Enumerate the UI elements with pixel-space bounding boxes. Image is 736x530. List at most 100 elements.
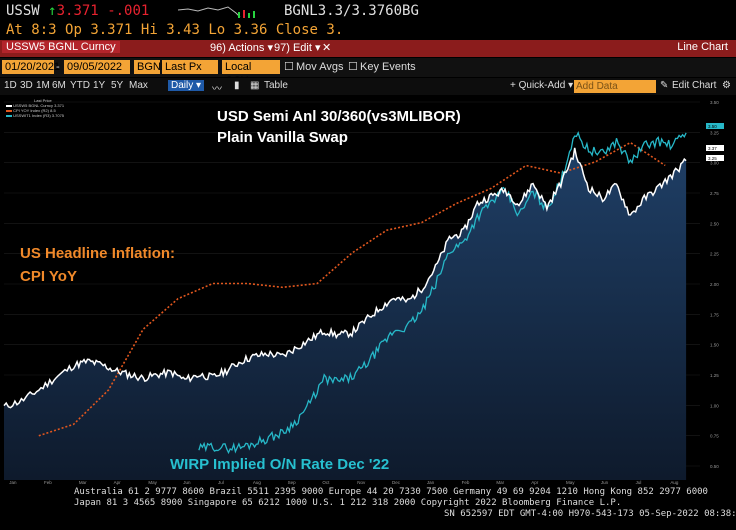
ticker-row-top: USSW ↑3.371 -.001 BGNL3.3/3.3760BG bbox=[6, 3, 419, 19]
legend-text-swap: USSW5 BGNL Curncy 3.371 bbox=[13, 103, 65, 108]
legend-swatch-cpi bbox=[6, 109, 12, 112]
price-change: -.001 bbox=[107, 3, 150, 19]
y-tick-label: 3.50 bbox=[710, 100, 719, 105]
chart-controls: 01/20/2021 - 09/05/2022 BGNL Last Px Loc… bbox=[0, 58, 736, 87]
edit-menu[interactable]: 97) Edit ▾ bbox=[274, 42, 321, 54]
high-label: Hi bbox=[140, 22, 158, 38]
cpi-annotation: US Headline Inflation: CPI YoY bbox=[20, 242, 175, 288]
line-chart: 3.503.253.002.752.502.252.001.751.501.25… bbox=[0, 96, 724, 485]
x-tick-label: Oct bbox=[322, 480, 330, 485]
bloomberg-footer: Australia 61 2 9777 8600 Brazil 5511 239… bbox=[0, 486, 736, 530]
x-tick-label: Aug bbox=[253, 480, 262, 485]
edit-chart-button[interactable]: Edit Chart bbox=[672, 80, 717, 91]
last-value-label: 3.50 bbox=[708, 124, 717, 129]
quote-source-group: BGNL3.3/3.3760BG bbox=[284, 3, 419, 19]
x-tick-label: Dec bbox=[392, 480, 401, 485]
x-tick-label: Mar bbox=[496, 480, 504, 485]
footer-contacts-line1: Australia 61 2 9777 8600 Brazil 5511 239… bbox=[74, 487, 708, 497]
timeframe-5y[interactable]: 5Y bbox=[111, 80, 124, 91]
timeframe-3d[interactable]: 3D bbox=[20, 80, 33, 91]
up-arrow-icon: ↑ bbox=[48, 3, 57, 19]
volume-bars-icon bbox=[238, 10, 255, 18]
mov-avgs-toggle[interactable]: Mov Avgs bbox=[296, 61, 344, 73]
last-value-markers: 3.50 3.37 3.25 bbox=[706, 123, 724, 161]
ticker-row-bottom: At 8:3 Op 3.371 Hi 3.43 Lo 3.36 Close 3. bbox=[6, 22, 343, 38]
x-tick-label: Feb bbox=[462, 480, 470, 485]
y-tick-label: 3.25 bbox=[710, 130, 719, 135]
y-tick-label: 1.50 bbox=[710, 343, 719, 348]
table-toggle[interactable]: Table bbox=[264, 80, 288, 91]
add-data-input[interactable]: Add Data bbox=[574, 80, 656, 93]
bar-chart-icon[interactable]: ▮ bbox=[234, 80, 240, 91]
timeframe-6m[interactable]: 6M bbox=[52, 80, 66, 91]
legend-text-cpi: CPI YOY Index (R2) 8.5 bbox=[13, 108, 56, 113]
y-tick-label: 3.00 bbox=[710, 161, 719, 166]
last-value-marker bbox=[706, 145, 724, 151]
x-tick-label: May bbox=[148, 480, 157, 485]
sparkline-icon bbox=[178, 6, 241, 18]
last-price: 3.371 bbox=[56, 3, 99, 19]
ticker-symbol[interactable]: USSW bbox=[6, 3, 40, 19]
x-tick-label: Mar bbox=[79, 480, 87, 485]
line-chart-icon[interactable]: 〰 bbox=[212, 84, 222, 95]
x-tick-label: Apr bbox=[114, 480, 122, 485]
settings-gear-icon[interactable]: ⚙ bbox=[722, 80, 731, 91]
cpi-annotation-line2: CPI YoY bbox=[20, 268, 77, 285]
last-value-label: 3.25 bbox=[708, 156, 717, 161]
x-tick-label: Aug bbox=[670, 480, 679, 485]
low-label: Lo bbox=[208, 22, 226, 38]
timeframe-bar: 1D 3D 1M 6M YTD 1Y 5Y Max Daily ▾ 〰 ▮ ▦ … bbox=[0, 78, 736, 95]
pencil-icon[interactable]: ✎ bbox=[660, 80, 669, 91]
security-name[interactable]: USSW5 BGNL Curncy bbox=[2, 41, 120, 53]
key-events-checkbox-icon[interactable]: ☐ bbox=[348, 61, 358, 73]
low-value: 3.36 bbox=[233, 22, 268, 38]
open-value: 3.371 bbox=[90, 22, 133, 38]
ask-source: BG bbox=[402, 3, 419, 19]
footer-session-info: SN 652597 EDT GMT-4:00 H970-543-173 05-S… bbox=[444, 509, 736, 519]
wirp-annotation: WIRP Implied O/N Rate Dec '22 bbox=[170, 456, 390, 473]
cpi-annotation-line1: US Headline Inflation: bbox=[20, 245, 176, 262]
bid-price: 3.3 bbox=[317, 3, 344, 19]
legend-item-wirp: USSWIT1 Index (R3) 3.7075 bbox=[6, 113, 64, 118]
close-icon[interactable]: ✕ bbox=[322, 42, 332, 54]
end-date-field[interactable]: 09/05/2022 bbox=[64, 60, 130, 74]
timeframe-1d[interactable]: 1D bbox=[4, 80, 17, 91]
legend-swatch-swap bbox=[6, 104, 12, 107]
ask-price: /3.3760 bbox=[343, 3, 403, 19]
y-tick-label: 0.75 bbox=[710, 434, 719, 439]
timeframe-max[interactable]: Max bbox=[129, 80, 148, 91]
view-type[interactable]: Line Chart bbox=[677, 41, 728, 53]
timeframe-1y[interactable]: 1Y bbox=[93, 80, 106, 91]
y-tick-label: 2.50 bbox=[710, 221, 719, 226]
frequency-select[interactable]: Daily ▾ bbox=[168, 80, 205, 91]
swap-area-fill bbox=[4, 147, 687, 480]
y-tick-label: 2.75 bbox=[710, 191, 719, 196]
quick-add-button[interactable]: + Quick-Add ▾ bbox=[510, 80, 574, 91]
timeframe-1m[interactable]: 1M bbox=[36, 80, 50, 91]
legend-title: Last Price bbox=[34, 98, 52, 103]
x-tick-label: Jul bbox=[218, 480, 224, 485]
x-axis: Jan Feb Mar Apr May Jun Jul Aug Sep Oct Nov Dec Jan F… bbox=[9, 480, 679, 485]
x-tick-label: Jul bbox=[636, 480, 642, 485]
source-field[interactable]: BGNL bbox=[134, 60, 167, 74]
date-separator: - bbox=[56, 61, 60, 73]
currency-select[interactable]: Local CCY bbox=[222, 60, 280, 87]
y-tick-label: 1.00 bbox=[710, 403, 719, 408]
close-value: 3. bbox=[326, 22, 344, 38]
key-events-toggle[interactable]: Key Events bbox=[360, 61, 416, 73]
high-value: 3.43 bbox=[166, 22, 200, 38]
right-axis: 3.503.253.002.752.502.252.001.751.501.25… bbox=[710, 100, 719, 469]
grid-icon[interactable]: ▦ bbox=[250, 80, 260, 91]
actions-menu[interactable]: 96) Actions ▾ bbox=[210, 42, 273, 54]
x-tick-label: Feb bbox=[44, 480, 52, 485]
at-label: At bbox=[6, 22, 23, 38]
x-tick-label: Jun bbox=[601, 480, 609, 485]
legend-item-swap: USSW5 BGNL Curncy 3.371 bbox=[6, 103, 64, 108]
start-date-field[interactable]: 01/20/2021 bbox=[2, 60, 60, 74]
chart-area[interactable]: 3.50 3.25 3.00 2.75 2.50 2.25 2.00 1.75 1.50 1.25… bbox=[0, 96, 736, 486]
timeframe-ytd[interactable]: YTD bbox=[70, 80, 90, 91]
mov-avgs-checkbox-icon[interactable]: ☐ bbox=[284, 61, 294, 73]
swap-annotation-line1: USD Semi Anl 30/360(vs3MLIBOR) bbox=[217, 108, 461, 125]
x-tick-label: May bbox=[566, 480, 575, 485]
price-field-select[interactable]: Last Px bbox=[162, 60, 218, 74]
